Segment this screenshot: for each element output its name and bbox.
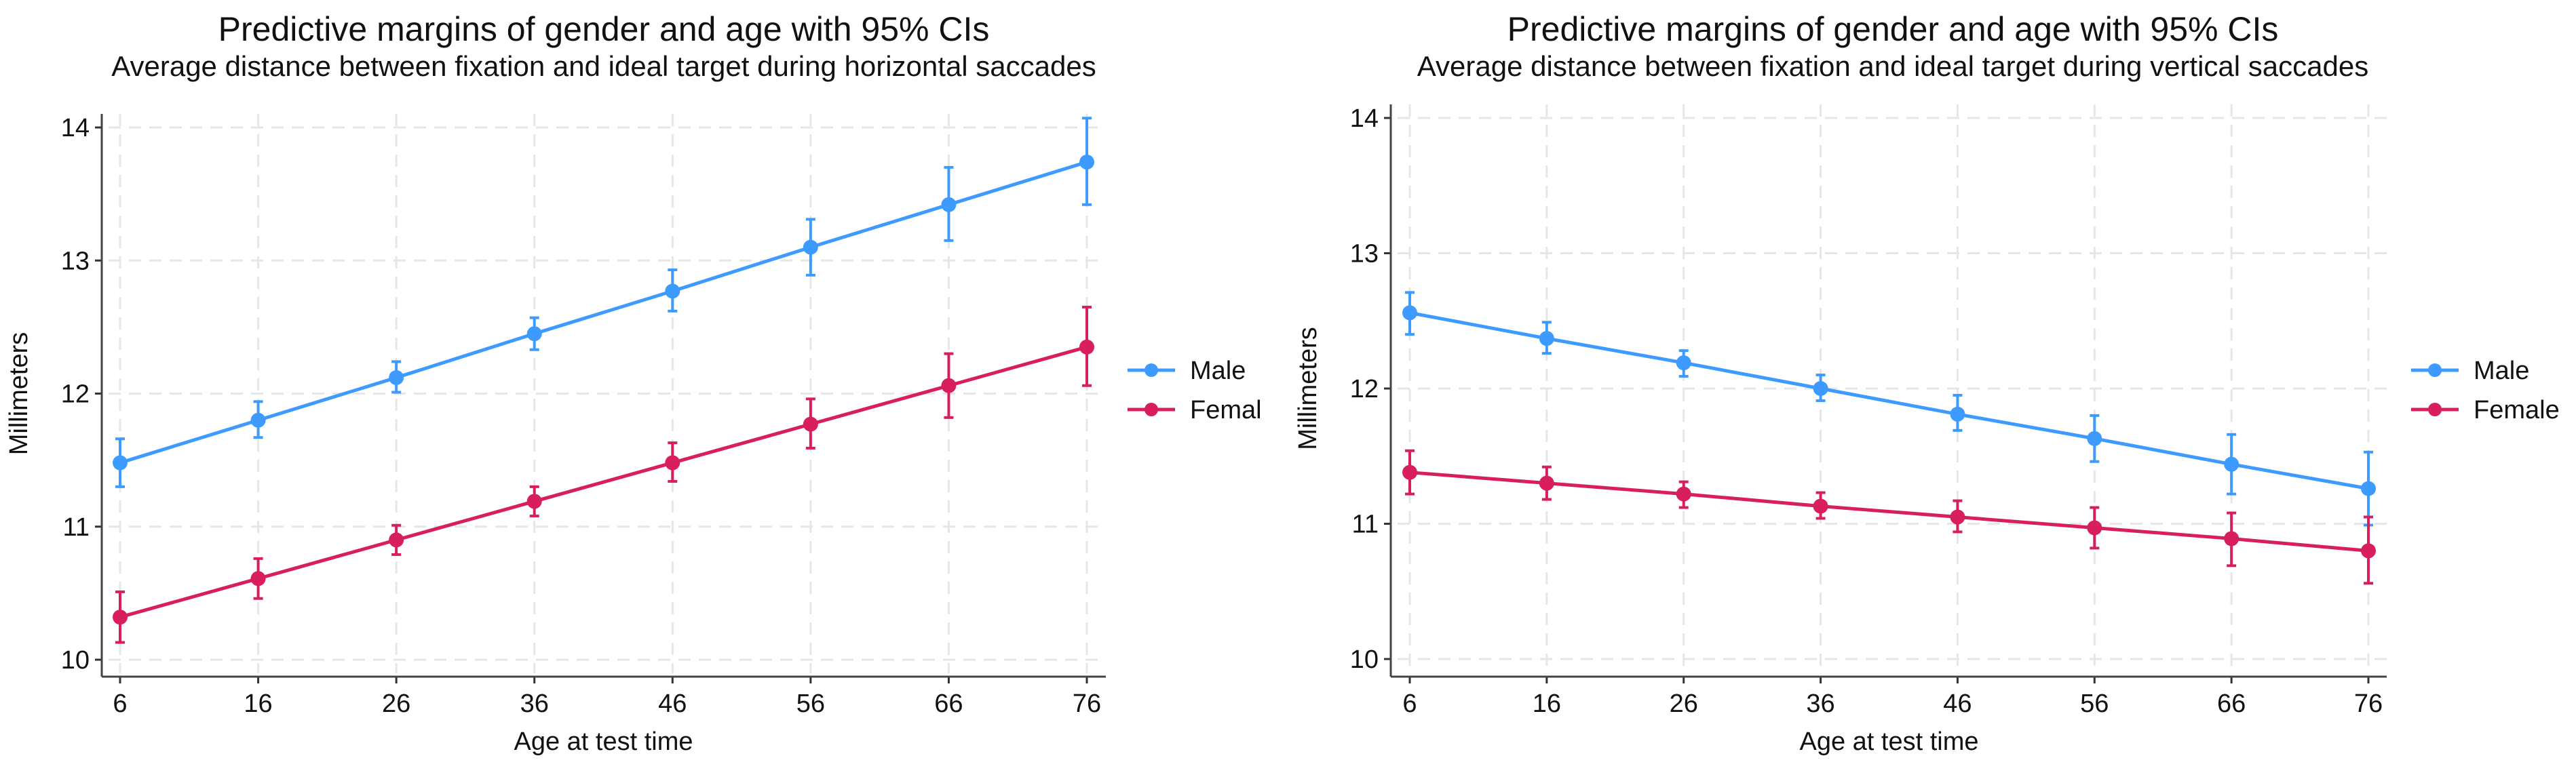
chart-panel-2: Predictive margins of gender and age wit…: [1294, 10, 2560, 756]
data-point: [1813, 498, 1828, 514]
series-line: [1409, 311, 2369, 491]
y-tick-label: 12: [1350, 375, 1379, 403]
data-point: [526, 326, 542, 342]
series-male: [1402, 291, 2376, 527]
data-point: [2087, 431, 2102, 446]
y-tick-label: 13: [1350, 240, 1379, 268]
data-point: [1402, 464, 1417, 480]
data-point: [250, 412, 266, 428]
y-tick-label: 12: [61, 380, 90, 409]
legend-label: Femal: [1190, 396, 1262, 424]
y-tick-label: 10: [1350, 645, 1379, 674]
x-tick-label: 56: [796, 690, 825, 718]
series-line: [1409, 471, 2369, 553]
legend-swatch-marker: [2428, 363, 2442, 377]
legend-label: Male: [1190, 357, 1246, 385]
data-point: [1539, 331, 1554, 346]
x-tick-label: 16: [1533, 690, 1561, 718]
x-tick-label: 36: [1806, 690, 1834, 718]
series-line: [119, 345, 1088, 619]
chart-panel-1: Predictive margins of gender and age wit…: [5, 10, 1262, 756]
chart-title: Predictive margins of gender and age wit…: [218, 10, 990, 48]
y-axis-label: Millimeters: [1294, 327, 1322, 450]
data-point: [1079, 155, 1094, 170]
x-tick-label: 16: [244, 690, 272, 718]
x-tick-label: 26: [1670, 690, 1698, 718]
legend-swatch-marker: [1145, 363, 1158, 377]
data-point: [803, 416, 818, 432]
data-point: [1676, 355, 1691, 371]
x-tick-label: 76: [1073, 690, 1101, 718]
data-point: [2361, 481, 2376, 496]
chart-subtitle: Average distance between fixation and id…: [111, 50, 1096, 82]
data-point: [1950, 406, 1965, 422]
y-tick-label: 10: [61, 646, 90, 675]
series-line: [119, 160, 1088, 464]
data-point: [113, 455, 128, 471]
data-point: [389, 532, 404, 548]
data-point: [526, 494, 542, 509]
y-axis-label: Millimeters: [5, 332, 33, 456]
data-point: [2224, 531, 2239, 546]
data-point: [1402, 305, 1417, 321]
y-tick-label: 11: [63, 513, 90, 542]
x-tick-label: 26: [382, 690, 410, 718]
x-tick-label: 66: [934, 690, 963, 718]
data-point: [1950, 509, 1965, 525]
y-tick-label: 14: [61, 114, 90, 142]
data-point: [250, 571, 266, 586]
x-tick-label: 66: [2217, 690, 2246, 718]
data-point: [2224, 456, 2239, 472]
x-tick-label: 76: [2354, 690, 2383, 718]
data-point: [941, 197, 957, 212]
legend-label: Female: [2474, 396, 2560, 424]
data-point: [665, 455, 680, 471]
series-male: [113, 117, 1094, 488]
data-point: [2361, 543, 2376, 559]
chart-title: Predictive margins of gender and age wit…: [1507, 10, 2279, 48]
series-female: [1402, 449, 2376, 585]
x-axis-label: Age at test time: [1799, 728, 1978, 756]
x-tick-label: 56: [2080, 690, 2109, 718]
data-point: [1079, 339, 1094, 355]
legend-label: Male: [2474, 357, 2529, 385]
data-point: [113, 610, 128, 625]
y-tick-label: 13: [61, 247, 90, 275]
data-point: [1539, 475, 1554, 491]
data-point: [803, 239, 818, 255]
data-point: [389, 370, 404, 385]
data-point: [2087, 520, 2102, 536]
data-point: [1676, 486, 1691, 502]
x-axis-label: Age at test time: [514, 728, 693, 756]
series-femal: [113, 305, 1094, 644]
legend-swatch-marker: [1145, 403, 1158, 416]
y-tick-label: 11: [1352, 511, 1379, 539]
x-tick-label: 36: [520, 690, 549, 718]
data-point: [941, 378, 957, 393]
x-tick-label: 6: [1402, 690, 1417, 718]
x-tick-label: 46: [1943, 690, 1972, 718]
data-point: [1813, 381, 1828, 396]
y-tick-label: 14: [1350, 104, 1379, 133]
x-tick-label: 46: [658, 690, 687, 718]
x-tick-label: 6: [113, 690, 127, 718]
data-point: [665, 283, 680, 299]
chart-subtitle: Average distance between fixation and id…: [1417, 50, 2368, 82]
legend-swatch-marker: [2428, 403, 2442, 416]
